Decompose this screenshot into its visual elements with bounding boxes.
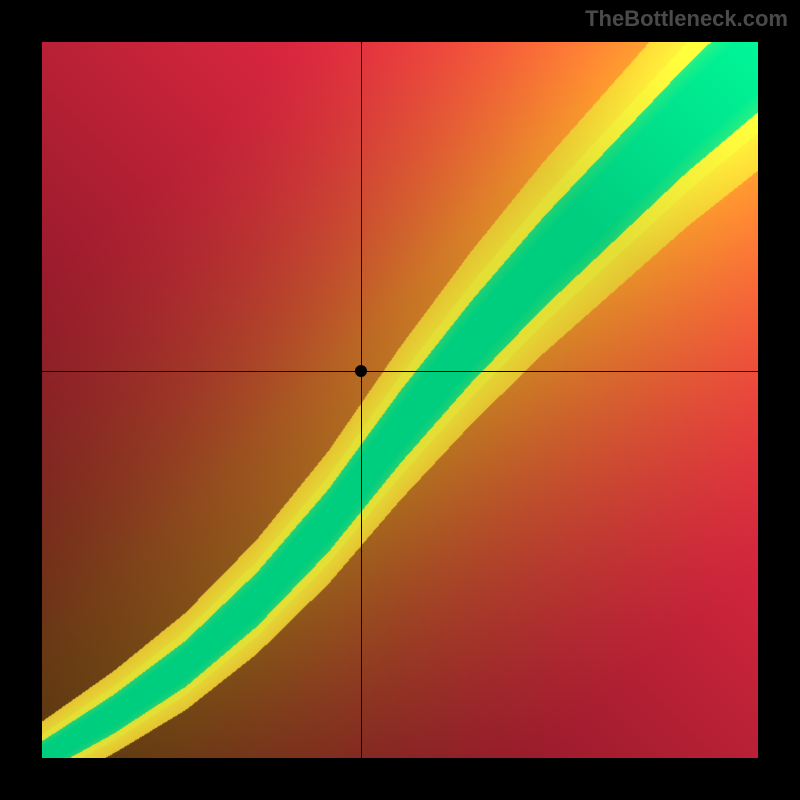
crosshair-horizontal	[42, 371, 758, 372]
crosshair-vertical	[361, 42, 362, 758]
heatmap-plot-area	[42, 42, 758, 758]
chart-outer-frame	[0, 0, 800, 800]
watermark-text: TheBottleneck.com	[585, 6, 788, 32]
crosshair-marker	[355, 365, 367, 377]
heatmap-canvas	[42, 42, 758, 758]
chart-container: TheBottleneck.com	[0, 0, 800, 800]
